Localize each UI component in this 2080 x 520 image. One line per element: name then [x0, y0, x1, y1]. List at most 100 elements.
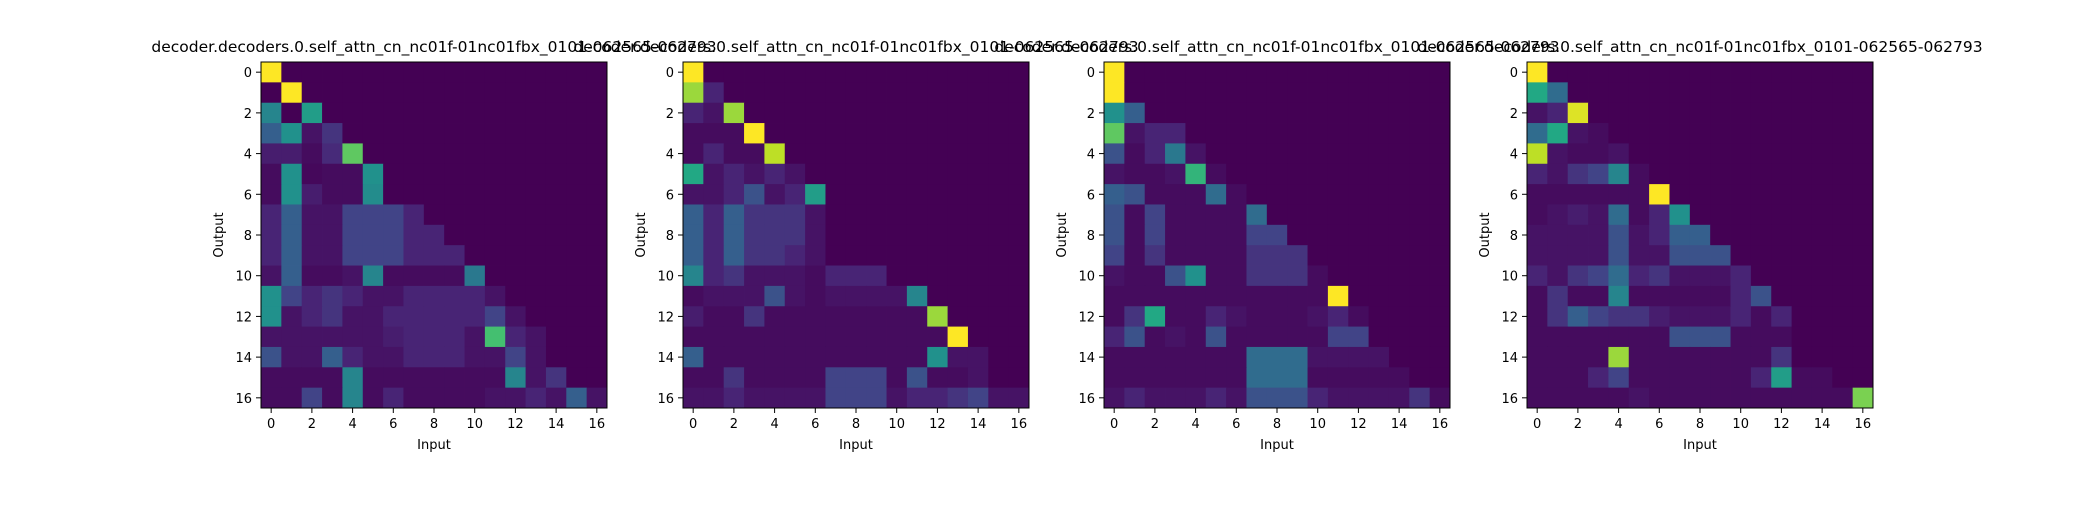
heatmap-cell	[1348, 387, 1369, 409]
heatmap-cell	[1710, 204, 1731, 226]
heatmap-cell	[683, 346, 704, 368]
heatmap-cell	[764, 387, 786, 409]
heatmap-cell	[866, 346, 887, 368]
heatmap-cell	[1124, 265, 1146, 287]
heatmap-cell	[1649, 367, 1670, 389]
heatmap-cell	[1287, 265, 1308, 287]
heatmap-cell	[764, 367, 786, 389]
heatmap-cell	[825, 306, 847, 327]
heatmap-cell	[723, 82, 745, 104]
heatmap-cell	[1730, 82, 1752, 104]
heatmap-cell	[301, 102, 323, 124]
heatmap-cell	[764, 245, 786, 266]
heatmap-cell	[1266, 204, 1288, 226]
heatmap-cell	[1811, 306, 1833, 327]
heatmap-cell	[1124, 163, 1146, 185]
heatmap-cell	[484, 143, 506, 165]
heatmap-cell	[1226, 245, 1247, 266]
heatmap-cell	[1388, 326, 1410, 348]
x-tick-label: 6	[389, 417, 397, 432]
heatmap-cell	[1226, 82, 1247, 104]
heatmap-cell	[1008, 62, 1030, 83]
heatmap-cell	[1771, 82, 1792, 104]
heatmap-cell	[866, 265, 887, 287]
heatmap-cell	[723, 265, 745, 287]
heatmap-cell	[967, 367, 989, 389]
x-tick-label: 10	[1732, 417, 1749, 432]
heatmap-cell	[1669, 62, 1691, 83]
heatmap-cell	[1368, 102, 1390, 124]
heatmap-cell	[764, 62, 786, 83]
heatmap-cell	[845, 143, 867, 165]
heatmap-cell	[464, 163, 486, 185]
heatmap-cell	[1689, 387, 1711, 409]
heatmap-cell	[1811, 346, 1833, 368]
heatmap-cell	[1266, 163, 1288, 185]
heatmap-cell	[1689, 123, 1711, 144]
heatmap-cell	[403, 285, 425, 307]
heatmap-cell	[825, 184, 847, 205]
heatmap-cell	[1750, 265, 1772, 287]
heatmap-cell	[1246, 204, 1268, 226]
heatmap-cell	[1165, 102, 1186, 124]
heatmap-cell	[764, 184, 786, 205]
x-tick-label: 12	[929, 417, 946, 432]
heatmap-cell	[1246, 326, 1268, 348]
heatmap-cell	[1832, 346, 1854, 368]
heatmap-cell	[525, 265, 547, 287]
heatmap-cell	[1409, 265, 1431, 287]
heatmap-cell	[1185, 285, 1207, 307]
heatmap-cell	[1226, 265, 1247, 287]
heatmap-cell	[322, 326, 343, 348]
heatmap-cell	[1608, 184, 1630, 205]
heatmap-cell	[1588, 163, 1609, 185]
heatmap-cell	[703, 82, 725, 104]
heatmap-cell	[845, 265, 867, 287]
heatmap-cell	[403, 143, 425, 165]
heatmap-cell	[1527, 62, 1548, 83]
heatmap-cell	[845, 245, 867, 266]
heatmap-cell	[403, 326, 425, 348]
heatmap-cell	[1710, 82, 1731, 104]
heatmap-cell	[947, 224, 969, 246]
heatmap-cell	[444, 346, 465, 368]
heatmap-cell	[967, 204, 989, 226]
heatmap-cell	[322, 265, 343, 287]
heatmap-cell	[322, 204, 343, 226]
heatmap-cell	[1205, 326, 1227, 348]
heatmap-cell	[1226, 306, 1247, 327]
heatmap-cell	[1750, 306, 1772, 327]
heatmap-cell	[886, 224, 908, 246]
heatmap-cell	[1144, 387, 1166, 409]
heatmap-cell	[886, 62, 908, 83]
heatmap-cell	[723, 102, 745, 124]
heatmap-cell	[1628, 62, 1650, 83]
heatmap-cell	[403, 62, 425, 83]
heatmap-cell	[703, 184, 725, 205]
heatmap-cell	[1307, 326, 1329, 348]
heatmap-cell	[525, 346, 547, 368]
heatmap-cell	[1832, 123, 1854, 144]
heatmap-cell	[1649, 306, 1670, 327]
heatmap-cell	[342, 102, 364, 124]
heatmap-cell	[1348, 62, 1369, 83]
heatmap-cell	[1104, 163, 1125, 185]
heatmap-cell	[1689, 346, 1711, 368]
heatmap-cell	[967, 285, 989, 307]
heatmap-cell	[1388, 245, 1410, 266]
heatmap-cell	[947, 346, 969, 368]
x-tick-label: 16	[589, 417, 606, 432]
heatmap-cell	[322, 306, 343, 327]
heatmap-cell	[586, 62, 608, 83]
heatmap-cell	[342, 346, 364, 368]
heatmap-cell	[886, 245, 908, 266]
heatmap-cell	[1104, 184, 1125, 205]
heatmap-cell	[1124, 143, 1146, 165]
heatmap-cell	[947, 245, 969, 266]
y-tick-label: 14	[1501, 351, 1518, 366]
heatmap-cell	[1368, 204, 1390, 226]
heatmap-panel-2: 0 2 4 6 8 10 12 14 16 0 2 4 6 8 10 12 14 16 Input Output dec…	[573, 38, 1138, 453]
heatmap-cell	[525, 123, 547, 144]
heatmap-cell	[586, 123, 608, 144]
heatmap-cell	[301, 265, 323, 287]
